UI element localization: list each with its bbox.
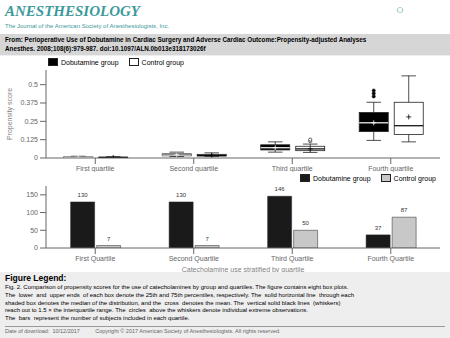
html-text:Control group: Control group: [393, 174, 436, 182]
svg-text:87: 87: [401, 207, 408, 213]
html-text:Dobutamine group: Dobutamine group: [61, 58, 119, 66]
svg-text:100: 100: [26, 209, 38, 216]
svg-text:First quartile: First quartile: [76, 165, 115, 172]
svg-text:146: 146: [275, 186, 286, 192]
svg-text:50: 50: [302, 220, 309, 226]
svg-text:Fourth Quartile: Fourth Quartile: [367, 255, 414, 263]
html-text:The Journal of the American So: The Journal of the American Society of A…: [5, 23, 170, 29]
svg-text:0: 0: [34, 154, 38, 161]
svg-text:130: 130: [176, 192, 187, 198]
svg-text:0.125: 0.125: [20, 136, 38, 143]
svg-text:50: 50: [30, 227, 38, 234]
svg-text:150: 150: [26, 191, 38, 198]
html-text:From: Perioperative Use of Dob: From: Perioperative Use of Dobutamine in…: [5, 36, 367, 43]
html-text:Dobutamine group: Dobutamine group: [313, 174, 371, 182]
svg-text:0.5: 0.5: [28, 81, 38, 88]
svg-text:0.375: 0.375: [20, 99, 38, 106]
html-text:ANESTHESIOLOGY: ANESTHESIOLOGY: [5, 3, 140, 19]
html-text:Figure Legend:: Figure Legend:: [5, 273, 67, 283]
svg-text:Catecholamine use stratified b: Catecholamine use stratified by quartile: [182, 266, 305, 272]
svg-text:First Quartile: First Quartile: [75, 255, 115, 263]
svg-text:Third quartile: Third quartile: [272, 165, 313, 172]
html-text:Fig. 2. Comparison of propensi: Fig. 2. Comparison of propensity scores …: [5, 284, 354, 322]
svg-text:0.25: 0.25: [24, 118, 38, 125]
svg-text:0: 0: [34, 244, 38, 251]
svg-text:7: 7: [107, 236, 111, 242]
svg-text:Propensity score: Propensity score: [8, 88, 14, 140]
svg-text:Third Quartile: Third Quartile: [271, 255, 314, 263]
svg-text:130: 130: [78, 192, 89, 198]
html-text:Date of download: 10/12/2017 C: Date of download: 10/12/2017 Copyright ©…: [5, 328, 281, 334]
html-text:Control group: Control group: [141, 58, 184, 66]
svg-text:37: 37: [375, 225, 382, 231]
svg-text:Second Quartile: Second Quartile: [169, 255, 219, 263]
svg-text:7: 7: [205, 236, 209, 242]
svg-text:Second quartile: Second quartile: [169, 165, 218, 172]
html-text:Anesthes. 2008;108(6):979-987.: Anesthes. 2008;108(6):979-987. doi:10.10…: [5, 45, 206, 52]
svg-text:Fourth quartile: Fourth quartile: [368, 165, 413, 172]
